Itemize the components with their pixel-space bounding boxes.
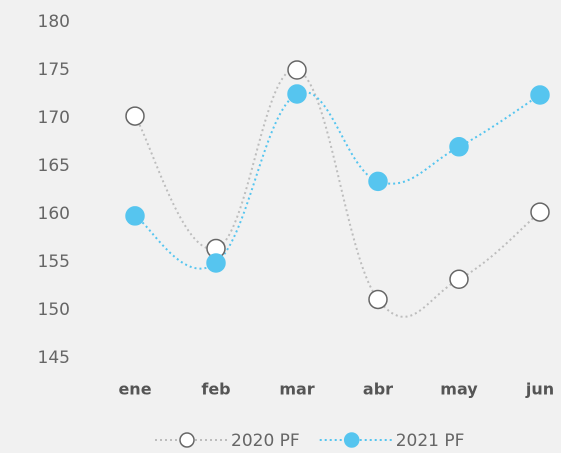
point [449,137,469,157]
point [368,171,388,192]
y-tick-label: 150 [38,300,70,320]
point [530,85,550,105]
x-tick-label: may [440,380,478,399]
y-tick-label: 170 [38,108,70,128]
y-tick-label: 175 [38,60,70,80]
y-tick-label: 165 [38,156,70,176]
point [530,202,550,222]
legend-label: 2020 PF [231,431,300,451]
y-tick-label: 160 [38,204,70,224]
series-line [134,91,541,270]
x-tick-label: ene [118,380,151,399]
point [368,289,388,310]
series-line [134,68,541,318]
point [287,60,307,80]
x-tick-label: abr [363,380,393,399]
legend-marker [343,432,360,448]
point [125,106,145,126]
x-tick-label: mar [279,380,314,399]
point [206,253,226,273]
x-tick-label: feb [201,380,230,399]
point [125,206,145,226]
point [449,269,469,290]
y-tick-label: 155 [38,252,70,272]
y-tick-label: 180 [38,12,70,32]
x-tick-label: jun [525,380,554,399]
legend-label: 2021 PF [396,431,465,451]
y-tick-label: 145 [38,348,70,368]
legend-marker [179,432,195,448]
point [287,84,307,104]
